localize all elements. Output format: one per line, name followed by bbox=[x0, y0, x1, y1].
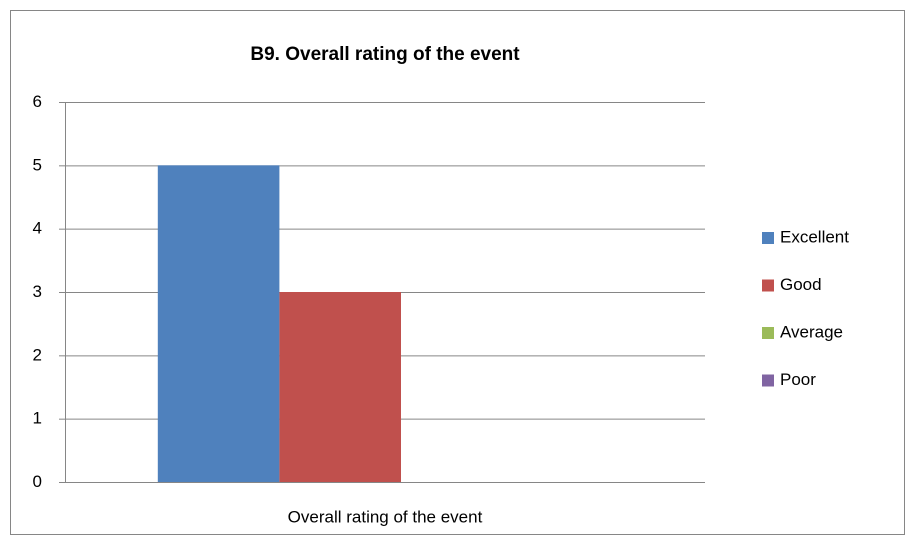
y-tick-label: 2 bbox=[33, 345, 42, 364]
legend-swatch bbox=[762, 279, 774, 292]
y-tick-label: 0 bbox=[33, 472, 42, 491]
legend-swatch bbox=[762, 327, 774, 339]
legend-label: Average bbox=[780, 322, 843, 341]
chart-title: B9. Overall rating of the event bbox=[250, 44, 520, 65]
y-tick-label: 4 bbox=[33, 219, 42, 238]
y-tick-label: 6 bbox=[33, 92, 42, 111]
y-tick-label: 5 bbox=[33, 155, 42, 174]
legend-label: Good bbox=[780, 275, 822, 294]
bar bbox=[279, 292, 401, 482]
bar bbox=[157, 165, 280, 483]
x-tick-label: Overall rating of the event bbox=[288, 507, 483, 526]
legend-swatch bbox=[762, 374, 774, 387]
legend-label: Poor bbox=[780, 370, 816, 389]
chart-border bbox=[10, 10, 905, 535]
legend-label: Excellent bbox=[780, 227, 849, 246]
legend-swatch bbox=[762, 232, 774, 244]
y-tick-label: 3 bbox=[33, 282, 42, 301]
y-tick-label: 1 bbox=[33, 409, 42, 428]
